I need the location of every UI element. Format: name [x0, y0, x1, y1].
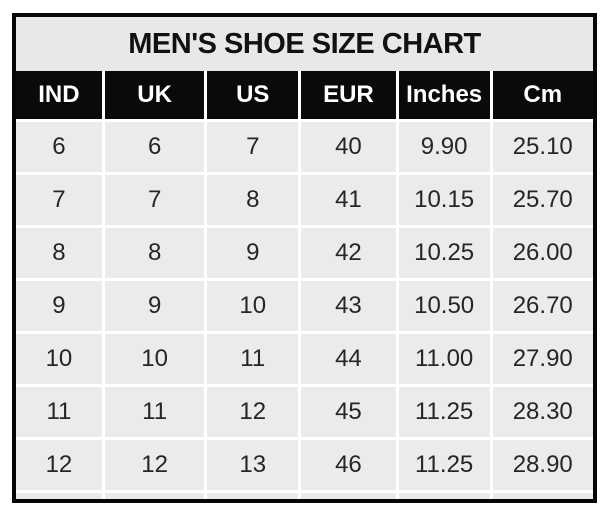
- table-cell: 28.30: [492, 387, 593, 437]
- bottom-strip-cell: [398, 493, 490, 499]
- table-cell: 44: [301, 334, 396, 384]
- table-cell: 11.25: [398, 440, 490, 490]
- table-cell: 25.10: [492, 122, 593, 172]
- table-cell: 10.15: [398, 175, 490, 225]
- table-cell: 6: [104, 122, 205, 172]
- header-cell-uk: UK: [104, 71, 205, 119]
- table-cell: 12: [104, 440, 205, 490]
- table-cell: 7: [104, 175, 205, 225]
- bottom-strip-cell: [16, 493, 102, 499]
- table-cell: 10.50: [398, 281, 490, 331]
- bottom-strip-cell: [207, 493, 299, 499]
- table-cell: 11: [16, 387, 102, 437]
- table-cell: 9: [16, 281, 102, 331]
- table-cell: 26.70: [492, 281, 593, 331]
- bottom-strip-cell: [492, 493, 593, 499]
- table-cell: 27.90: [492, 334, 593, 384]
- table-cell: 10: [104, 334, 205, 384]
- table-cell: 28.90: [492, 440, 593, 490]
- table-cell: 7: [16, 175, 102, 225]
- header-cell-inches: Inches: [398, 71, 490, 119]
- table-cell: 25.70: [492, 175, 593, 225]
- table-cell: 8: [207, 175, 299, 225]
- table-cell: 26.00: [492, 228, 593, 278]
- table-cell: 41: [301, 175, 396, 225]
- table-cell: 6: [16, 122, 102, 172]
- header-cell-us: US: [207, 71, 299, 119]
- table-cell: 12: [16, 440, 102, 490]
- header-cell-eur: EUR: [301, 71, 396, 119]
- table-cell: 12: [207, 387, 299, 437]
- table-cell: 10: [207, 281, 299, 331]
- header-cell-ind: IND: [16, 71, 102, 119]
- header-cell-cm: Cm: [492, 71, 593, 119]
- table-cell: 9.90: [398, 122, 490, 172]
- table-cell: 9: [104, 281, 205, 331]
- table-cell: 42: [301, 228, 396, 278]
- table-cell: 13: [207, 440, 299, 490]
- table-cell: 8: [16, 228, 102, 278]
- table-cell: 11.25: [398, 387, 490, 437]
- chart-title: MEN'S SHOE SIZE CHART: [16, 17, 593, 71]
- table-cell: 11.00: [398, 334, 490, 384]
- size-chart-grid: IND UK US EUR Inches Cm 6 6 7 40 9.90 25.10 7 7 8 41 10.…: [16, 71, 593, 499]
- table-cell: 46: [301, 440, 396, 490]
- bottom-strip-cell: [104, 493, 205, 499]
- table-cell: 8: [104, 228, 205, 278]
- table-cell: 10.25: [398, 228, 490, 278]
- table-cell: 7: [207, 122, 299, 172]
- size-chart-table: MEN'S SHOE SIZE CHART IND UK US EUR Inches Cm…: [12, 13, 597, 503]
- table-cell: 45: [301, 387, 396, 437]
- table-cell: 11: [207, 334, 299, 384]
- table-cell: 40: [301, 122, 396, 172]
- table-cell: 11: [104, 387, 205, 437]
- table-cell: 9: [207, 228, 299, 278]
- bottom-strip-cell: [301, 493, 396, 499]
- table-cell: 10: [16, 334, 102, 384]
- table-cell: 43: [301, 281, 396, 331]
